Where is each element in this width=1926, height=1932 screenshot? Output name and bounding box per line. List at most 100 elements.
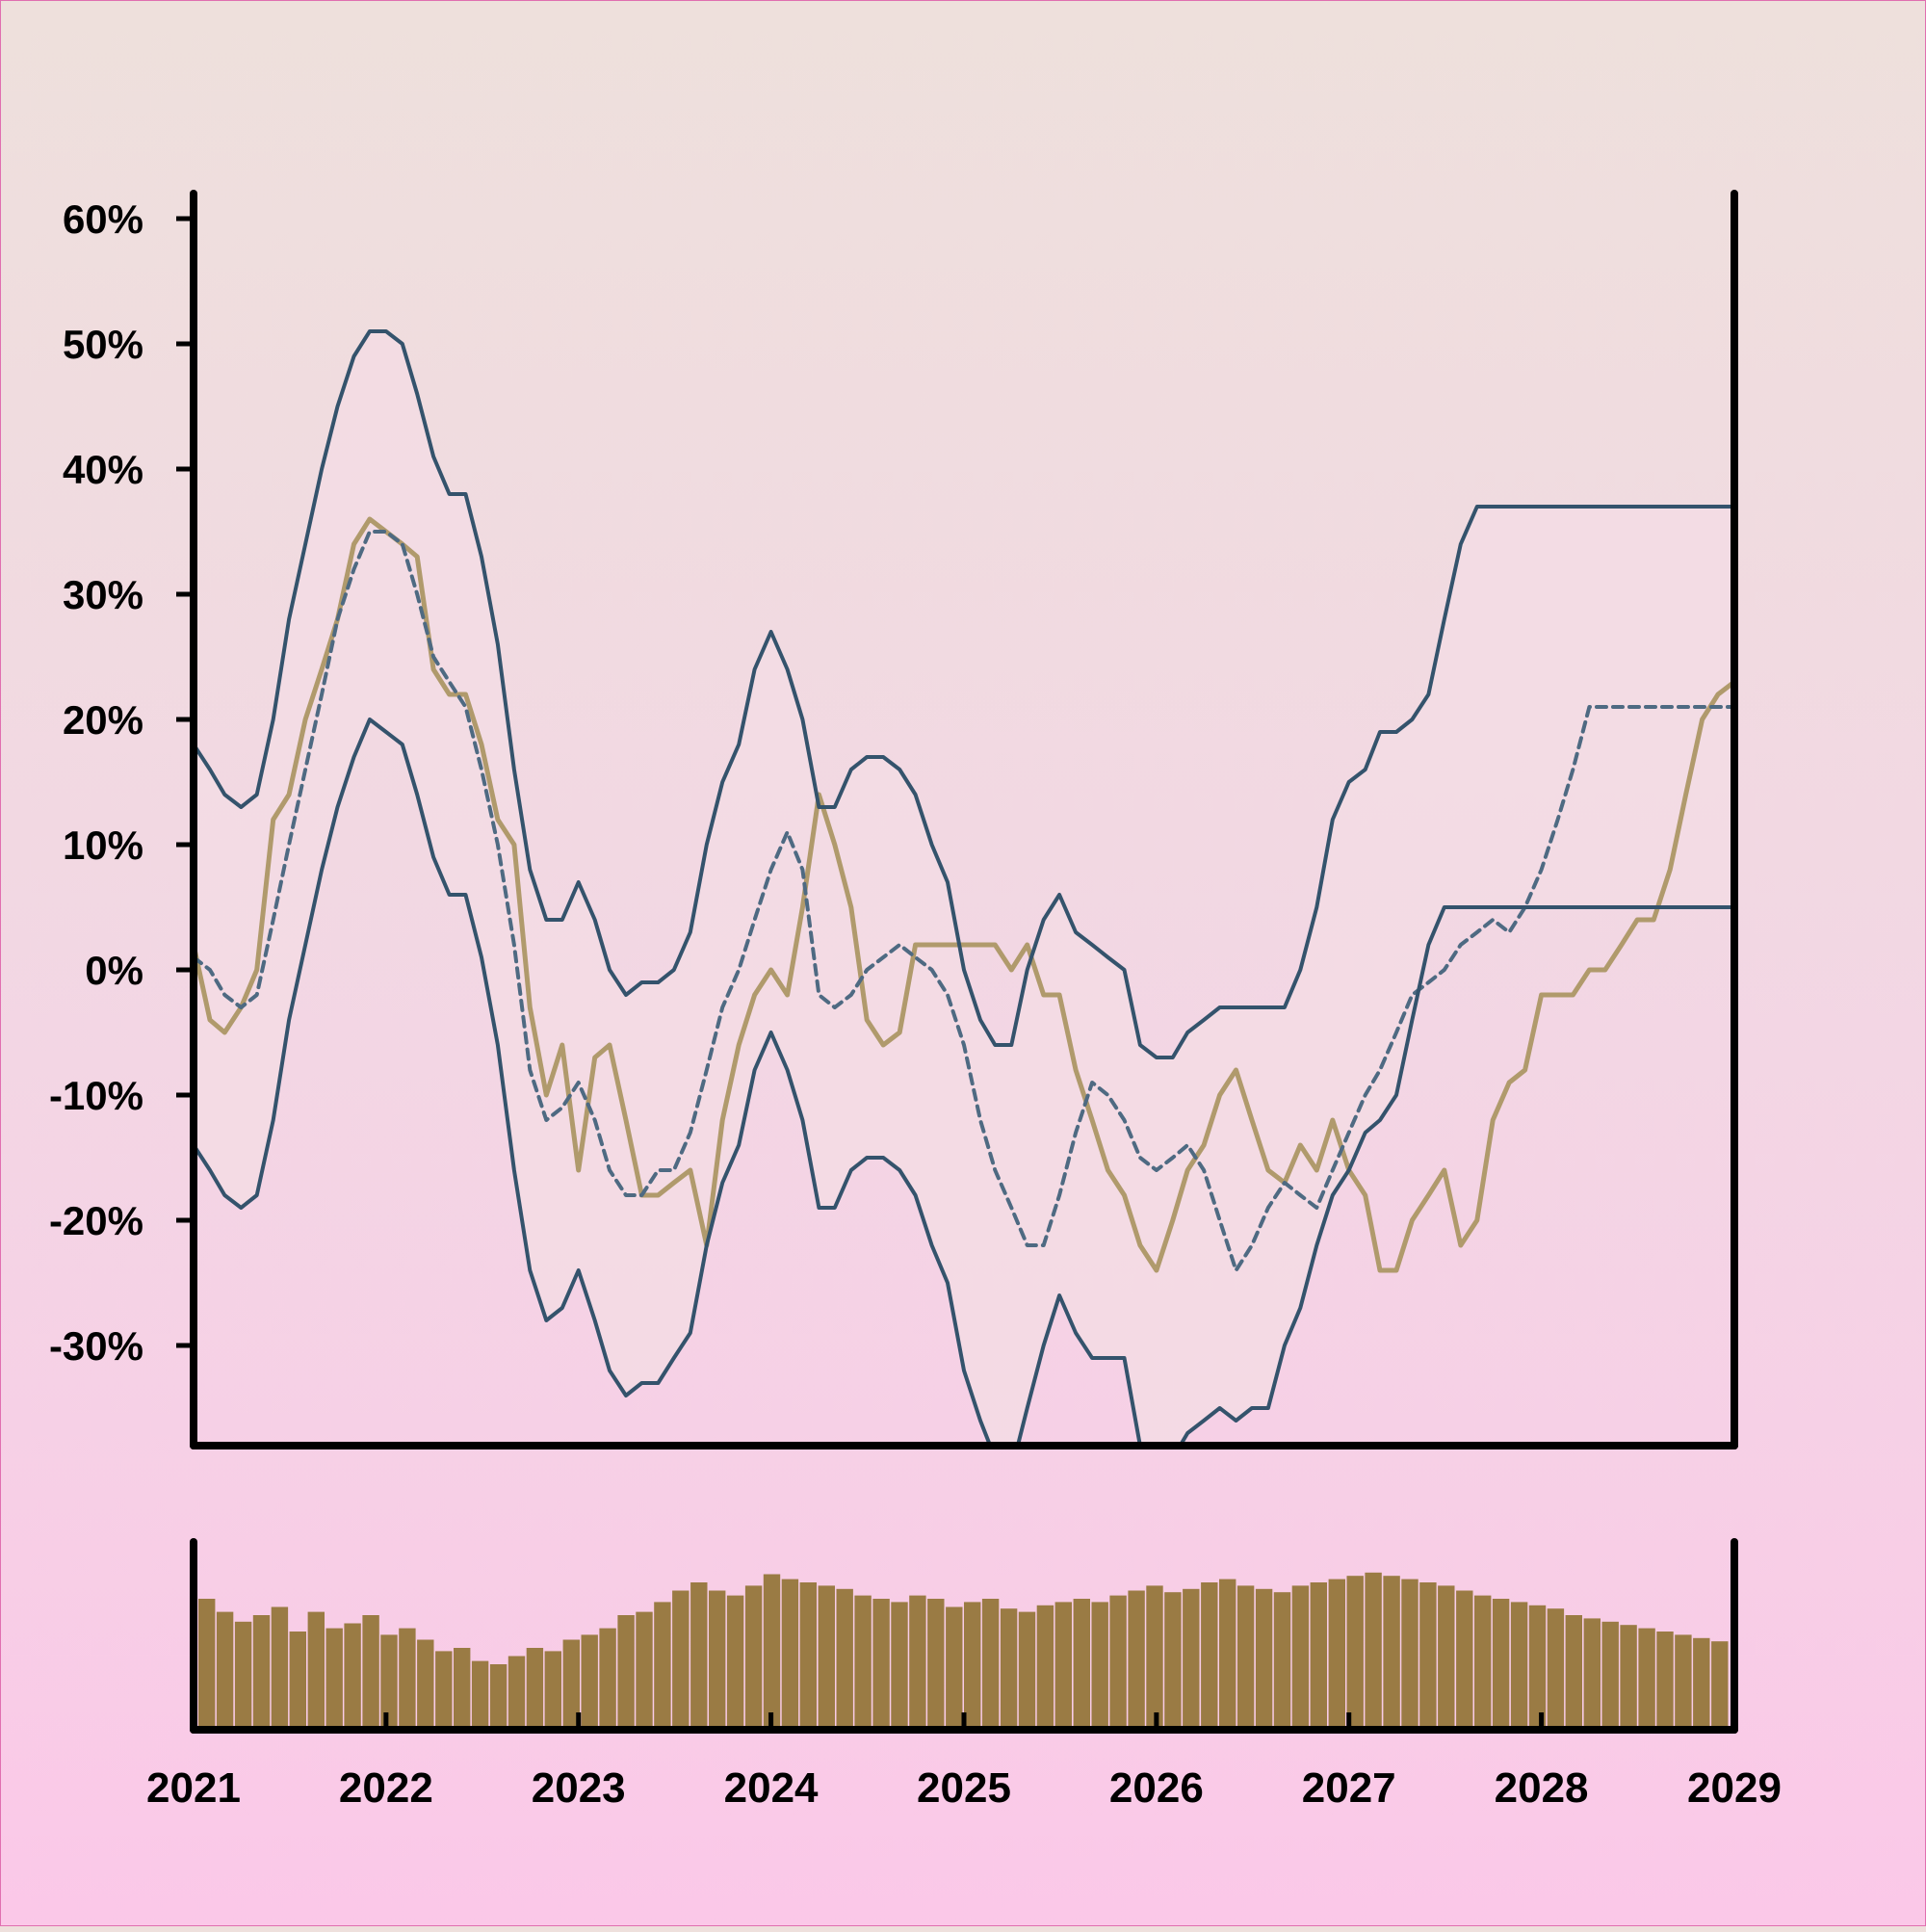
volume-bar bbox=[1383, 1576, 1400, 1730]
volume-bar bbox=[526, 1648, 544, 1730]
volume-bar bbox=[1693, 1637, 1710, 1730]
x-tick-label: 2028 bbox=[1495, 1764, 1589, 1812]
volume-bar bbox=[836, 1588, 853, 1730]
volume-bar bbox=[1128, 1590, 1145, 1730]
volume-bar bbox=[1583, 1618, 1601, 1730]
main-axes bbox=[190, 190, 1738, 1449]
volume-bar bbox=[981, 1599, 1000, 1730]
volume-bar bbox=[344, 1623, 361, 1730]
series-line-moving-average bbox=[194, 530, 1734, 1272]
y-tick-label: 0% bbox=[85, 948, 143, 993]
volume-bar bbox=[1109, 1595, 1127, 1730]
volume-bar bbox=[399, 1628, 416, 1730]
volume-bar bbox=[489, 1664, 508, 1730]
y-axis-ticks: -30% -20% -10% 0% 10% 20% 30% 40% 50% 60% bbox=[49, 196, 194, 1369]
x-tick-label: 2025 bbox=[917, 1764, 1011, 1812]
volume-bar bbox=[1036, 1605, 1054, 1730]
volume-bar bbox=[891, 1602, 908, 1730]
volume-bar bbox=[1310, 1582, 1327, 1730]
y-tick-label: -10% bbox=[49, 1073, 143, 1118]
volume-bar bbox=[289, 1632, 306, 1730]
volume-bar bbox=[1273, 1592, 1291, 1730]
volume-bar bbox=[726, 1595, 744, 1730]
volume-bar bbox=[927, 1599, 945, 1730]
x-tick-label: 2027 bbox=[1302, 1764, 1396, 1812]
volume-bar bbox=[818, 1585, 835, 1730]
volume-bar bbox=[1073, 1599, 1090, 1730]
volume-bar bbox=[1146, 1585, 1163, 1730]
volume-bar bbox=[744, 1585, 763, 1730]
volume-bar bbox=[562, 1639, 580, 1730]
y-tick-label: 20% bbox=[63, 697, 143, 743]
volume-bar bbox=[636, 1611, 653, 1730]
x-tick-label: 2021 bbox=[146, 1764, 241, 1812]
volume-bar bbox=[216, 1611, 234, 1730]
volume-bar bbox=[1675, 1634, 1692, 1730]
volume-bar bbox=[1201, 1582, 1218, 1730]
volume-bar bbox=[1510, 1602, 1528, 1730]
volume-bar bbox=[581, 1634, 598, 1730]
volume-bar bbox=[964, 1602, 981, 1730]
volume-bar bbox=[1164, 1592, 1182, 1730]
y-tick-label: 60% bbox=[63, 196, 143, 242]
series-line-value bbox=[194, 516, 1734, 1273]
volume-bar bbox=[1255, 1588, 1273, 1730]
volume-bar bbox=[1474, 1595, 1492, 1730]
x-tick-label: 2023 bbox=[532, 1764, 626, 1812]
volume-bar bbox=[763, 1574, 781, 1730]
volume-bar bbox=[1183, 1588, 1200, 1730]
volume-bar bbox=[672, 1590, 690, 1730]
volume-bar bbox=[1291, 1585, 1310, 1730]
y-tick-label: -20% bbox=[49, 1198, 143, 1243]
volume-bar bbox=[599, 1628, 616, 1730]
volume-bar bbox=[1620, 1625, 1637, 1730]
volume-bar bbox=[617, 1615, 635, 1730]
volume-bar bbox=[435, 1651, 453, 1730]
volume-bar bbox=[1236, 1585, 1255, 1730]
volume-bar bbox=[1547, 1608, 1565, 1730]
band-fill bbox=[194, 331, 1734, 1446]
volume-bar bbox=[234, 1621, 252, 1730]
x-axis-ticks: 2021 2022 2023 2024 2025 2026 2027 2028 2029 bbox=[146, 1712, 1782, 1812]
volume-bar bbox=[1638, 1628, 1655, 1730]
volume-bar bbox=[544, 1651, 561, 1730]
volume-bar bbox=[1018, 1611, 1036, 1730]
y-tick-label: 10% bbox=[63, 822, 143, 868]
volume-bar bbox=[854, 1595, 872, 1730]
volume-bars bbox=[198, 1572, 1729, 1730]
volume-bar bbox=[1419, 1582, 1437, 1730]
volume-bar bbox=[1219, 1579, 1236, 1730]
volume-bar bbox=[1438, 1585, 1455, 1730]
volume-bar bbox=[252, 1615, 271, 1730]
volume-bar bbox=[325, 1628, 343, 1730]
y-tick-label: 30% bbox=[63, 572, 143, 617]
volume-bar bbox=[1365, 1572, 1382, 1730]
volume-bar bbox=[1328, 1579, 1345, 1730]
volume-bar bbox=[271, 1606, 289, 1730]
volume-bar bbox=[380, 1634, 398, 1730]
confidence-band bbox=[194, 331, 1734, 1446]
volume-bar bbox=[1401, 1579, 1418, 1730]
volume-bar bbox=[1054, 1602, 1072, 1730]
volume-bar bbox=[1091, 1602, 1108, 1730]
volume-bar bbox=[1528, 1605, 1547, 1730]
volume-bar bbox=[946, 1606, 963, 1730]
volume-bar bbox=[799, 1582, 817, 1730]
volume-bar bbox=[654, 1602, 671, 1730]
main-series-lines bbox=[194, 329, 1734, 1446]
volume-bar bbox=[1656, 1632, 1674, 1730]
volume-bar bbox=[198, 1599, 216, 1730]
volume-bar bbox=[471, 1660, 489, 1730]
volume-bar bbox=[872, 1599, 890, 1730]
volume-bar bbox=[508, 1656, 526, 1730]
volume-bar bbox=[1000, 1608, 1018, 1730]
volume-bar bbox=[709, 1590, 726, 1730]
y-tick-label: -30% bbox=[49, 1323, 143, 1369]
x-tick-label: 2024 bbox=[724, 1764, 819, 1812]
series-line-upper-band bbox=[194, 329, 1734, 1059]
x-tick-label: 2029 bbox=[1687, 1764, 1782, 1812]
volume-bar bbox=[362, 1615, 379, 1730]
x-tick-label: 2026 bbox=[1109, 1764, 1204, 1812]
